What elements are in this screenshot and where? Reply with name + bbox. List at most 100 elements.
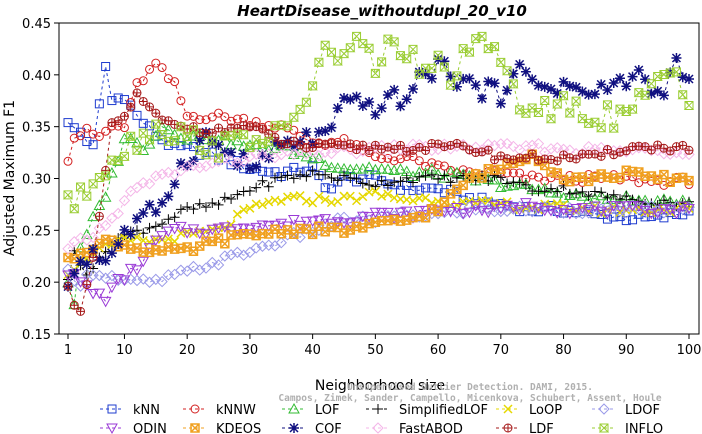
data-point	[200, 229, 212, 240]
data-point	[564, 81, 575, 92]
y-tick-label: 0.40	[22, 69, 51, 84]
data-point	[257, 149, 268, 160]
data-point	[369, 163, 382, 175]
data-point	[552, 99, 563, 109]
data-point	[678, 140, 688, 150]
data-point	[646, 79, 657, 89]
data-point	[364, 96, 375, 107]
data-point	[62, 190, 74, 200]
data-point	[621, 190, 632, 201]
data-point	[339, 93, 349, 104]
data-point	[444, 166, 457, 177]
data-point	[69, 268, 80, 279]
data-point	[63, 281, 73, 291]
data-point	[226, 193, 237, 204]
data-point	[201, 115, 211, 125]
data-point	[356, 211, 369, 223]
data-point	[514, 59, 525, 70]
data-point	[589, 117, 601, 127]
data-point	[457, 44, 469, 54]
data-point	[281, 145, 294, 157]
data-point	[551, 208, 564, 219]
data-point	[370, 170, 380, 180]
data-point	[195, 150, 205, 160]
data-point	[69, 133, 79, 143]
y-tick-label: 0.25	[22, 224, 51, 239]
data-point	[559, 150, 569, 160]
legend-marker	[190, 404, 200, 414]
data-point	[515, 168, 525, 178]
data-point	[244, 142, 256, 152]
data-point	[439, 170, 450, 181]
data-point	[382, 34, 394, 44]
data-point	[421, 183, 431, 193]
axis-layer: 1 10 20 30 40 50 60 70 80 90 100 0.15 0.20 0.25 0.30 0.…	[22, 17, 701, 358]
data-point	[520, 140, 532, 152]
data-point	[332, 56, 343, 66]
data-point	[426, 144, 438, 157]
data-point	[501, 180, 513, 191]
data-point	[377, 154, 387, 164]
data-point	[68, 236, 80, 248]
data-point	[577, 114, 588, 124]
data-point	[194, 145, 205, 155]
data-point	[508, 68, 519, 79]
data-point	[490, 155, 500, 165]
data-point	[389, 177, 400, 188]
data-point	[375, 207, 388, 219]
data-point	[150, 221, 161, 232]
data-point	[107, 96, 117, 106]
data-point	[207, 137, 218, 148]
data-point	[288, 148, 300, 161]
data-point	[494, 204, 507, 215]
data-point	[270, 136, 280, 147]
data-point	[477, 93, 487, 104]
data-point	[75, 182, 86, 192]
data-point	[332, 103, 343, 114]
data-point	[118, 194, 131, 207]
data-point	[445, 80, 456, 90]
data-point	[76, 306, 86, 316]
data-point	[520, 108, 532, 118]
data-point	[589, 201, 601, 213]
legend-item-ldof: LDOF	[592, 403, 660, 418]
data-point	[420, 213, 431, 223]
data-point	[489, 42, 500, 52]
data-point	[163, 136, 174, 146]
data-point	[683, 100, 695, 110]
data-point	[628, 172, 638, 182]
data-point	[571, 154, 581, 164]
data-point	[182, 111, 192, 121]
data-point	[93, 288, 106, 300]
data-point	[331, 162, 344, 173]
data-point	[345, 43, 356, 53]
data-point	[577, 86, 588, 97]
legend-marker	[503, 404, 513, 414]
data-point	[426, 63, 438, 73]
data-point	[163, 214, 174, 225]
data-point	[176, 141, 186, 151]
legend-item-loop: LoOP	[496, 403, 562, 418]
data-point	[363, 161, 375, 172]
data-point	[563, 208, 576, 220]
data-point	[664, 205, 677, 216]
data-point	[68, 275, 80, 287]
x-tick-label: 10	[116, 343, 133, 358]
data-point	[151, 58, 161, 68]
data-point	[162, 269, 175, 281]
data-point	[513, 200, 526, 213]
data-point	[401, 54, 412, 64]
data-point	[264, 197, 274, 207]
y-tick-label: 0.30	[22, 173, 51, 188]
y-tick-label: 0.20	[22, 276, 51, 291]
data-point	[545, 114, 557, 124]
data-point	[646, 88, 657, 99]
data-point	[112, 207, 124, 220]
data-point	[552, 88, 563, 99]
data-point	[433, 206, 443, 217]
data-point	[476, 31, 488, 41]
data-point	[345, 191, 355, 201]
data-point	[521, 153, 531, 163]
data-point	[464, 73, 475, 84]
